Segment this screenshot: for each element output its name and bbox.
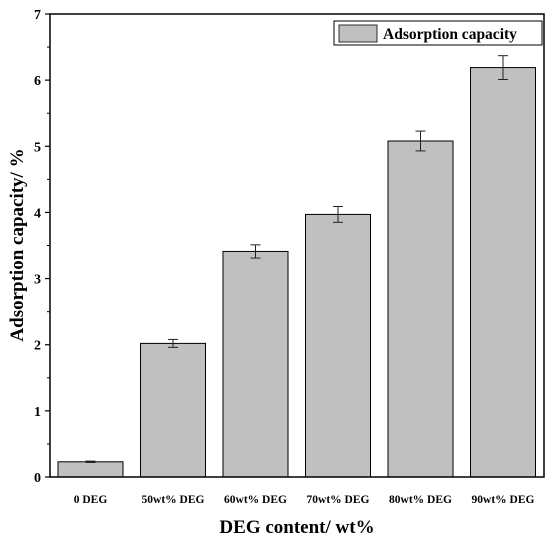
y-tick-label: 5	[34, 140, 41, 155]
x-tick-label: 80wt% DEG	[389, 494, 452, 506]
y-tick-label: 6	[34, 74, 41, 89]
bar	[140, 342, 206, 478]
y-axis-title: Adsorption capacity/ %	[7, 148, 28, 341]
x-tick-label: 0 DEG	[74, 494, 108, 506]
x-axis-title: DEG content/ wt%	[219, 517, 374, 538]
plot-frame	[49, 13, 545, 478]
y-tick-label: 0	[34, 471, 41, 486]
plot-area	[57, 55, 536, 478]
bar	[387, 140, 454, 478]
y-tick-label: 4	[34, 206, 41, 221]
y-tick-label: 3	[34, 273, 41, 288]
y-tick-label: 7	[34, 8, 41, 23]
bar	[222, 250, 289, 478]
x-tick-label: 60wt% DEG	[224, 494, 287, 506]
y-tick-label: 1	[34, 405, 41, 420]
legend: Adsorption capacity	[333, 20, 543, 46]
y-tick-label: 2	[34, 339, 41, 354]
bar	[57, 461, 124, 478]
legend-swatch	[338, 24, 378, 43]
bar	[305, 213, 371, 478]
legend-label: Adsorption capacity	[383, 26, 517, 43]
y-axis: 0 1 2 3 4 5 6 7	[34, 8, 50, 486]
bar	[470, 67, 536, 478]
x-tick-label: 50wt% DEG	[142, 494, 205, 506]
x-axis: 0 DEG 50wt% DEG 60wt% DEG 70wt% DEG 80wt% DE…	[74, 494, 535, 506]
x-tick-label: 90wt% DEG	[472, 494, 535, 506]
x-tick-label: 70wt% DEG	[307, 494, 370, 506]
